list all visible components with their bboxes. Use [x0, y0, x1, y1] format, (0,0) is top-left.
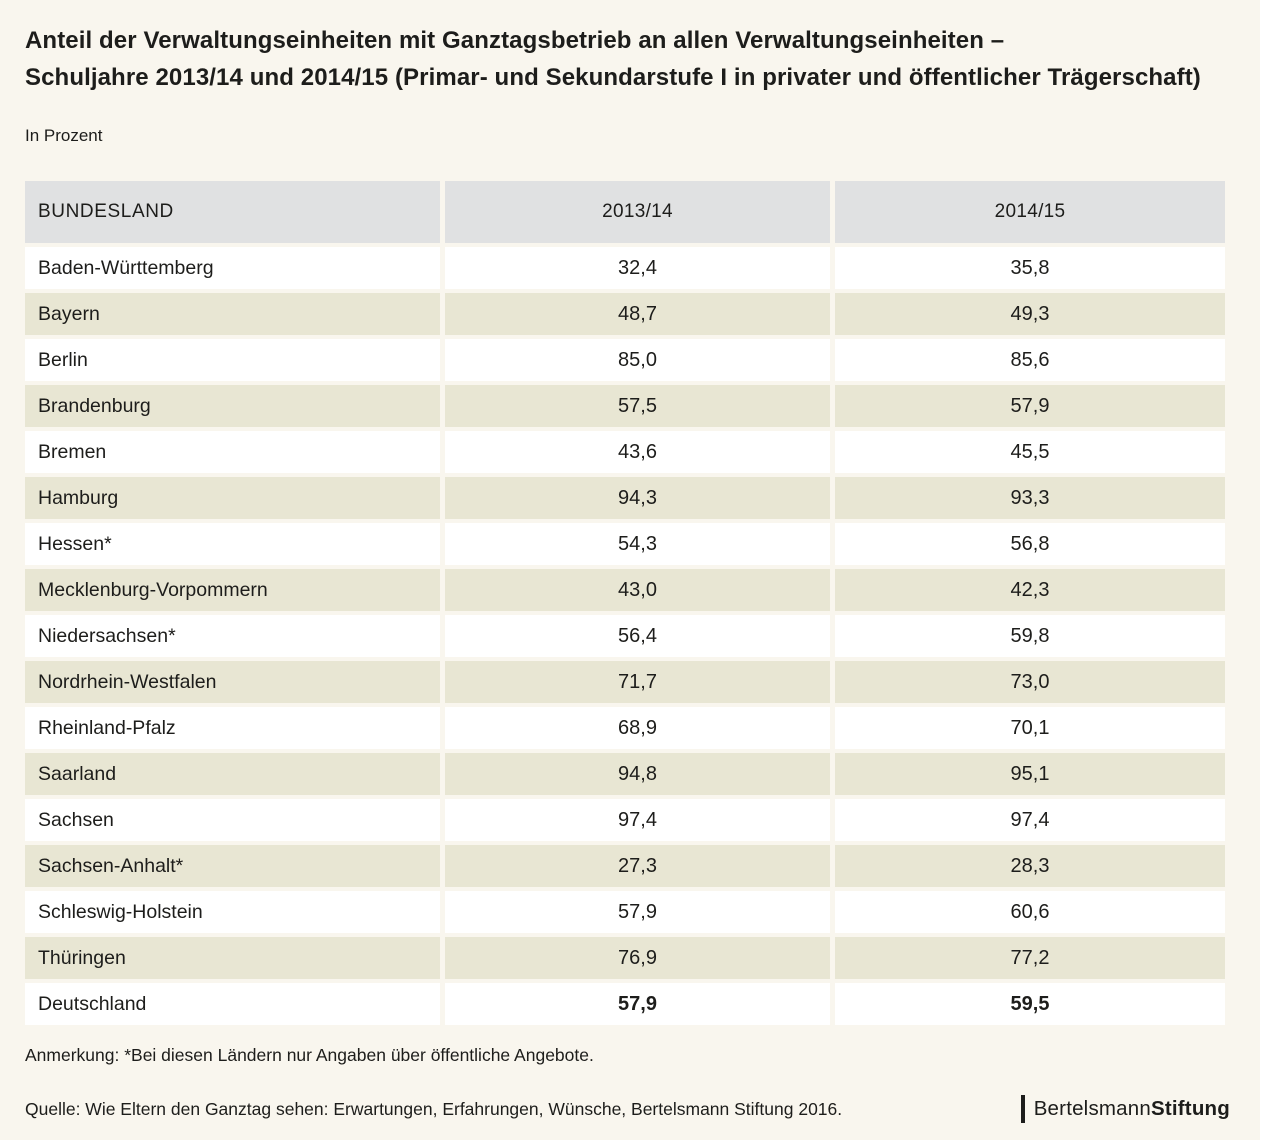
cell-value-2013-14: 27,3 [445, 845, 830, 887]
cell-value-2013-14: 97,4 [445, 799, 830, 841]
cell-bundesland: Deutschland [25, 983, 440, 1025]
logo-text: BertelsmannStiftung [1034, 1097, 1230, 1121]
unit-label: In Prozent [25, 126, 103, 145]
footer: Quelle: Wie Eltern den Ganztag sehen: Er… [25, 1095, 1230, 1123]
cell-bundesland: Brandenburg [25, 385, 440, 427]
column-header-2013-14: 2013/14 [445, 181, 830, 243]
cell-bundesland: Sachsen [25, 799, 440, 841]
cell-bundesland: Baden-Württemberg [25, 247, 440, 289]
cell-value-2013-14: 43,6 [445, 431, 830, 473]
table-row: Nordrhein-Westfalen 71,7 73,0 [25, 661, 1225, 703]
table-row: Saarland 94,8 95,1 [25, 753, 1225, 795]
cell-value-2014-15: 85,6 [835, 339, 1225, 381]
cell-bundesland: Rheinland-Pfalz [25, 707, 440, 749]
table-row: Deutschland 57,9 59,5 [25, 983, 1225, 1025]
figure-title-line2: Schuljahre 2013/14 und 2014/15 (Primar- … [25, 64, 1201, 91]
cell-value-2013-14: 76,9 [445, 937, 830, 979]
cell-bundesland: Niedersachsen* [25, 615, 440, 657]
table-row: Berlin 85,0 85,6 [25, 339, 1225, 381]
table-body: Baden-Württemberg 32,4 35,8 Bayern 48,7 … [25, 247, 1225, 1025]
cell-value-2013-14: 94,8 [445, 753, 830, 795]
cell-bundesland: Thüringen [25, 937, 440, 979]
table-row: Hamburg 94,3 93,3 [25, 477, 1225, 519]
cell-value-2014-15: 45,5 [835, 431, 1225, 473]
cell-value-2013-14: 71,7 [445, 661, 830, 703]
cell-bundesland: Saarland [25, 753, 440, 795]
bertelsmann-stiftung-logo: BertelsmannStiftung [1020, 1095, 1230, 1123]
table-row: Niedersachsen* 56,4 59,8 [25, 615, 1225, 657]
table-row: Bayern 48,7 49,3 [25, 293, 1225, 335]
table-row: Rheinland-Pfalz 68,9 70,1 [25, 707, 1225, 749]
cell-value-2014-15: 59,5 [835, 983, 1225, 1025]
cell-value-2014-15: 59,8 [835, 615, 1225, 657]
cell-value-2014-15: 70,1 [835, 707, 1225, 749]
cell-value-2013-14: 57,9 [445, 891, 830, 933]
table-row: Brandenburg 57,5 57,9 [25, 385, 1225, 427]
cell-value-2013-14: 48,7 [445, 293, 830, 335]
cell-value-2013-14: 54,3 [445, 523, 830, 565]
figure-title: Anteil der Verwaltungseinheiten mit Ganz… [25, 22, 1235, 96]
cell-value-2013-14: 85,0 [445, 339, 830, 381]
footnote: Anmerkung: *Bei diesen Ländern nur Angab… [25, 1045, 594, 1065]
column-header-bundesland: BUNDESLAND [25, 181, 440, 243]
cell-value-2014-15: 28,3 [835, 845, 1225, 887]
cell-bundesland: Sachsen-Anhalt* [25, 845, 440, 887]
cell-value-2014-15: 73,0 [835, 661, 1225, 703]
cell-bundesland: Nordrhein-Westfalen [25, 661, 440, 703]
cell-bundesland: Bayern [25, 293, 440, 335]
table-row: Sachsen-Anhalt* 27,3 28,3 [25, 845, 1225, 887]
cell-value-2013-14: 94,3 [445, 477, 830, 519]
cell-value-2014-15: 97,4 [835, 799, 1225, 841]
column-header-2014-15: 2014/15 [835, 181, 1225, 243]
logo-bar-icon [1020, 1095, 1025, 1123]
table-row: Mecklenburg-Vorpommern 43,0 42,3 [25, 569, 1225, 611]
table-header: BUNDESLAND 2013/14 2014/15 [25, 181, 1225, 243]
table-header-row: BUNDESLAND 2013/14 2014/15 [25, 181, 1225, 243]
cell-value-2014-15: 93,3 [835, 477, 1225, 519]
cell-value-2014-15: 56,8 [835, 523, 1225, 565]
cell-value-2013-14: 32,4 [445, 247, 830, 289]
logo-text-bertelsmann: Bertelsmann [1033, 1097, 1151, 1120]
cell-value-2013-14: 43,0 [445, 569, 830, 611]
figure-title-line1: Anteil der Verwaltungseinheiten mit Ganz… [25, 27, 1005, 54]
cell-value-2014-15: 49,3 [835, 293, 1225, 335]
cell-value-2014-15: 77,2 [835, 937, 1225, 979]
table-row: Bremen 43,6 45,5 [25, 431, 1225, 473]
table-row: Schleswig-Holstein 57,9 60,6 [25, 891, 1225, 933]
logo-text-stiftung: Stiftung [1150, 1097, 1230, 1120]
cell-bundesland: Hessen* [25, 523, 440, 565]
cell-value-2013-14: 56,4 [445, 615, 830, 657]
source-text: Quelle: Wie Eltern den Ganztag sehen: Er… [25, 1098, 843, 1119]
cell-bundesland: Hamburg [25, 477, 440, 519]
cell-bundesland: Mecklenburg-Vorpommern [25, 569, 440, 611]
cell-value-2014-15: 42,3 [835, 569, 1225, 611]
cell-value-2014-15: 57,9 [835, 385, 1225, 427]
cell-value-2013-14: 57,5 [445, 385, 830, 427]
table-row: Sachsen 97,4 97,4 [25, 799, 1225, 841]
table-row: Thüringen 76,9 77,2 [25, 937, 1225, 979]
cell-value-2013-14: 57,9 [445, 983, 830, 1025]
table-row: Baden-Württemberg 32,4 35,8 [25, 247, 1225, 289]
cell-value-2014-15: 60,6 [835, 891, 1225, 933]
data-table: BUNDESLAND 2013/14 2014/15 Baden-Württem… [20, 177, 1230, 1029]
table-row: Hessen* 54,3 56,8 [25, 523, 1225, 565]
cell-value-2013-14: 68,9 [445, 707, 830, 749]
cell-value-2014-15: 35,8 [835, 247, 1225, 289]
cell-bundesland: Bremen [25, 431, 440, 473]
cell-bundesland: Berlin [25, 339, 440, 381]
cell-value-2014-15: 95,1 [835, 753, 1225, 795]
cell-bundesland: Schleswig-Holstein [25, 891, 440, 933]
